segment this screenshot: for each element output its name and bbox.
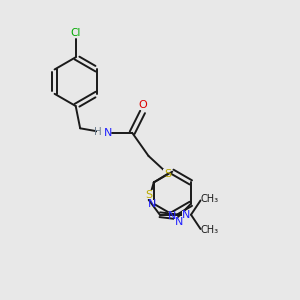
- FancyBboxPatch shape: [174, 218, 183, 226]
- FancyBboxPatch shape: [167, 212, 177, 220]
- Text: N: N: [103, 128, 112, 138]
- Text: S: S: [164, 169, 171, 179]
- Text: N: N: [182, 210, 191, 220]
- FancyBboxPatch shape: [145, 200, 154, 208]
- Text: Cl: Cl: [70, 28, 81, 38]
- FancyBboxPatch shape: [139, 101, 147, 110]
- Text: N: N: [175, 217, 183, 227]
- FancyBboxPatch shape: [97, 128, 114, 137]
- Text: CH₃: CH₃: [201, 226, 219, 236]
- FancyBboxPatch shape: [70, 29, 82, 37]
- Text: N: N: [168, 211, 176, 221]
- FancyBboxPatch shape: [163, 169, 172, 178]
- Text: S: S: [145, 190, 152, 200]
- Text: O: O: [139, 100, 148, 110]
- Text: H: H: [94, 127, 102, 136]
- Text: CH₃: CH₃: [201, 194, 219, 204]
- Text: N: N: [148, 199, 157, 209]
- FancyBboxPatch shape: [182, 211, 191, 219]
- FancyBboxPatch shape: [144, 190, 153, 199]
